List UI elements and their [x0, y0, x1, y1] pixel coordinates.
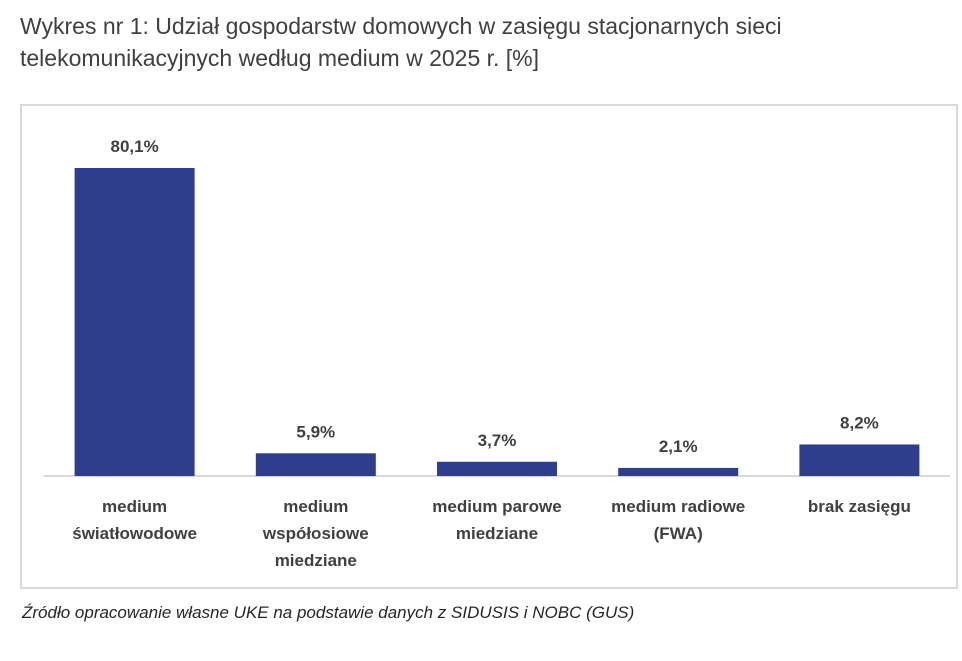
- chart-frame: [20, 104, 958, 589]
- data-label: 8,2%: [840, 413, 879, 432]
- bar: [618, 467, 739, 476]
- data-label: 80,1%: [110, 137, 158, 156]
- category-label-line: (FWA): [654, 524, 703, 543]
- category-label-line: medium: [283, 497, 348, 516]
- category-label-line: brak zasięgu: [808, 497, 911, 516]
- data-label: 5,9%: [296, 422, 335, 441]
- chart-title: Wykres nr 1: Udział gospodarstw domowych…: [20, 13, 782, 71]
- data-label: 2,1%: [659, 437, 698, 456]
- category-label-line: miedziane: [456, 524, 538, 543]
- bar: [74, 168, 195, 476]
- category-label: medium parowe miedziane: [432, 497, 561, 543]
- category-label-line: medium: [102, 497, 167, 516]
- bar: [799, 444, 920, 476]
- source-note: Źródło opracowanie własne UKE na podstaw…: [22, 603, 635, 622]
- category-label: brak zasięgu: [808, 497, 911, 516]
- category-label-line: medium radiowe: [611, 497, 745, 516]
- bar: [437, 461, 557, 476]
- bar: [255, 453, 376, 476]
- category-label: medium współosiowe miedziane: [262, 497, 369, 570]
- category-label-line: medium parowe: [432, 497, 561, 516]
- category-label-line: światłowodowe: [72, 524, 197, 543]
- category-label: medium radiowe (FWA): [611, 497, 745, 543]
- category-label-line: miedziane: [275, 551, 357, 570]
- category-label-line: współosiowe: [262, 524, 369, 543]
- data-label: 3,7%: [478, 431, 517, 450]
- category-label: medium światłowodowe: [72, 497, 197, 543]
